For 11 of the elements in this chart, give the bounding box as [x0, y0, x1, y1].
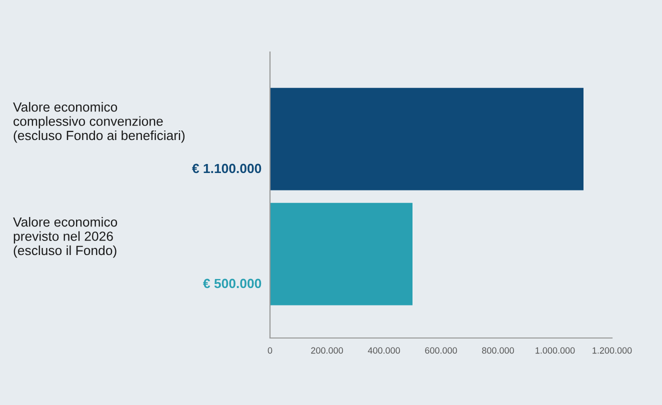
data-label: € 500.000	[203, 278, 262, 288]
x-tick-label: 1.000.000	[536, 347, 575, 354]
x-tick-label: 1.200.000	[592, 347, 632, 354]
x-tick-label: 800.000	[482, 347, 514, 354]
x-tick-label: 0	[268, 347, 272, 354]
y-tick-label: Valore economico previsto nel 2026 (escluso il Fondo)	[13, 217, 118, 258]
data-label: € 1.100.000	[192, 164, 262, 174]
x-tick-label: 400.000	[368, 347, 400, 354]
x-tick-label: 200.000	[311, 347, 343, 354]
y-tick-label: Valore economico complessivo convenzione (escluso Fondo ai beneficiari)	[13, 102, 185, 143]
x-tick-label: 600.000	[425, 347, 457, 354]
